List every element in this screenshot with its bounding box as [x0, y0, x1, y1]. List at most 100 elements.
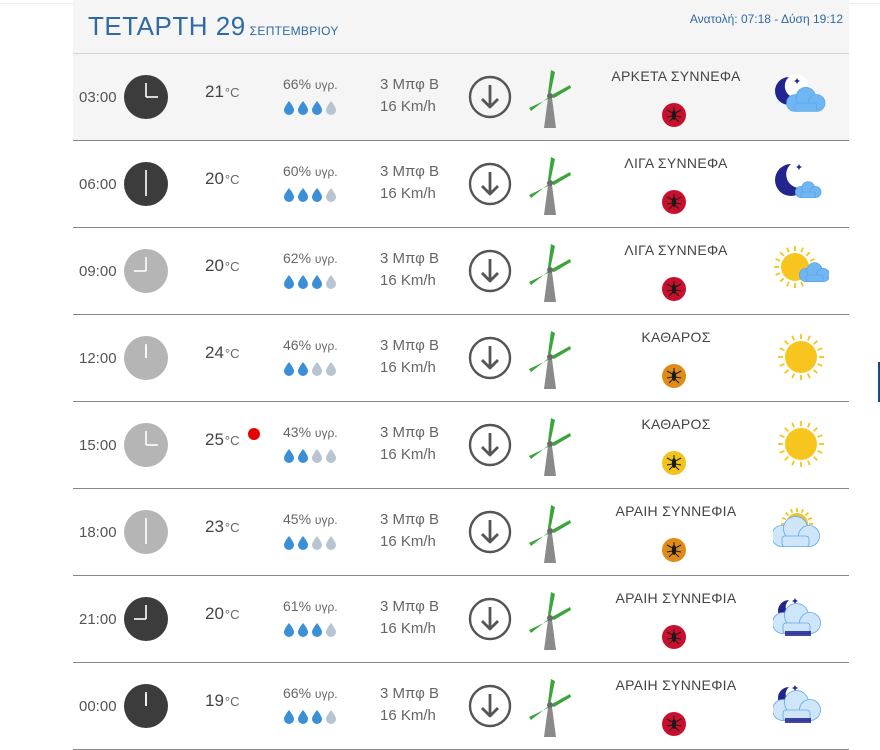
row-time: 06:00 — [79, 176, 117, 193]
row-time: 03:00 — [79, 89, 117, 106]
temperature: 19°C — [205, 691, 240, 711]
temperature-value: 19 — [205, 691, 224, 710]
row-time: 15:00 — [79, 437, 117, 454]
drop-icon — [283, 187, 295, 207]
wind-beaufort: 3 Μπφ Β — [380, 511, 440, 528]
mosquito-index-icon — [661, 276, 687, 302]
wind-beaufort: 3 Μπφ Β — [380, 163, 440, 180]
temperature-unit: °C — [224, 520, 240, 535]
wind-turbine-icon — [527, 68, 573, 130]
temperature-value: 20 — [205, 169, 224, 188]
humidity-value: 61% — [283, 598, 312, 614]
humidity: 62% υγρ. — [283, 250, 338, 266]
humidity-value: 46% — [283, 337, 312, 353]
sun-few-clouds-icon — [773, 245, 831, 295]
night-scattered-clouds-icon — [772, 593, 829, 643]
drop-icon — [325, 448, 337, 468]
humidity: 60% υγρ. — [283, 163, 338, 179]
mosquito-index-icon — [661, 450, 687, 476]
wind-speed: 16 Km/h — [380, 272, 436, 289]
temperature-unit: °C — [224, 172, 240, 187]
drop-icon — [325, 187, 337, 207]
drop-icon — [325, 274, 337, 294]
humidity-value: 62% — [283, 250, 312, 266]
wind-beaufort: 3 Μπφ Β — [380, 337, 440, 354]
wind-info: 3 Μπφ Β 16 Km/h — [380, 335, 439, 379]
drop-icon — [311, 100, 323, 120]
wind-beaufort: 3 Μπφ Β — [380, 250, 440, 267]
condition-text: ΑΡΑΙΗ ΣΥΝΝΕΦΙΑ — [615, 677, 737, 693]
drop-icon — [283, 622, 295, 642]
clock-icon — [123, 248, 169, 294]
drop-icon — [283, 361, 295, 381]
wind-info: 3 Μπφ Β 16 Km/h — [380, 509, 439, 553]
humidity: 61% υγρ. — [283, 598, 338, 614]
temperature-unit: °C — [224, 607, 240, 622]
drop-icon — [325, 361, 337, 381]
wind-turbine-icon — [527, 503, 573, 565]
humidity-drops — [283, 709, 337, 729]
temperature-value: 23 — [205, 517, 224, 536]
temperature-unit: °C — [224, 346, 240, 361]
wind-speed: 16 Km/h — [380, 185, 436, 202]
wind-direction-arrow-icon — [467, 509, 513, 555]
humidity-label: υγρ. — [314, 78, 338, 92]
hourly-row: 06:00 20°C 60% υγρ. 3 Μπφ Β 16 Km/h ΛΙΓΑ ΣΥ… — [73, 141, 849, 228]
humidity-drops — [283, 361, 337, 381]
drop-icon — [325, 709, 337, 729]
humidity-label: υγρ. — [314, 600, 338, 614]
humidity-label: υγρ. — [314, 252, 338, 266]
row-time: 00:00 — [79, 698, 117, 715]
temperature-value: 25 — [205, 430, 224, 449]
drop-icon — [297, 187, 309, 207]
drop-icon — [283, 448, 295, 468]
temperature: 21°C — [205, 82, 240, 102]
drop-icon — [311, 709, 323, 729]
clock-icon — [123, 335, 169, 381]
mosquito-index-icon — [661, 363, 687, 389]
day-title: ΤΕΤΑΡΤΗ 29 ΣΕΠΤΕΜΒΡΙΟΥ — [88, 11, 339, 42]
drop-icon — [311, 274, 323, 294]
hourly-row: 03:00 21°C 66% υγρ. 3 Μπφ Β 16 Km/h ΑΡΚΕΤΑ … — [73, 54, 849, 141]
row-time: 21:00 — [79, 611, 117, 628]
drop-icon — [311, 448, 323, 468]
clock-icon — [123, 683, 169, 729]
wind-speed: 16 Km/h — [380, 533, 436, 550]
humidity-value: 66% — [283, 685, 312, 701]
hourly-row: 12:00 24°C 46% υγρ. 3 Μπφ Β 16 Km/h ΚΑΘΑΡΟΣ — [73, 315, 849, 402]
drop-icon — [325, 622, 337, 642]
humidity-drops — [283, 187, 337, 207]
condition-text: ΑΡΚΕΤΑ ΣΥΝΝΕΦΑ — [611, 68, 741, 84]
wind-direction-arrow-icon — [467, 422, 513, 468]
condition-text: ΛΙΓΑ ΣΥΝΝΕΦΑ — [624, 242, 728, 258]
drop-icon — [297, 274, 309, 294]
wind-beaufort: 3 Μπφ Β — [380, 598, 440, 615]
humidity-drops — [283, 100, 337, 120]
hourly-row: 15:00 25°C 43% υγρ. 3 Μπφ Β 16 Km/h ΚΑΘΑΡΟΣ — [73, 402, 849, 489]
sun-icon — [773, 332, 829, 382]
scroll-indicator — [878, 362, 880, 402]
temperature-unit: °C — [224, 433, 240, 448]
wind-direction-arrow-icon — [467, 596, 513, 642]
wind-direction-arrow-icon — [467, 248, 513, 294]
mosquito-index-icon — [661, 102, 687, 128]
temperature: 20°C — [205, 169, 240, 189]
humidity-value: 43% — [283, 424, 312, 440]
humidity: 66% υγρ. — [283, 685, 338, 701]
humidity: 43% υγρ. — [283, 424, 338, 440]
night-few-clouds-icon — [773, 158, 829, 208]
hourly-row: 18:00 23°C 45% υγρ. 3 Μπφ Β 16 Km/h ΑΡΑΙΗ Σ… — [73, 489, 849, 576]
drop-icon — [311, 187, 323, 207]
wind-info: 3 Μπφ Β 16 Km/h — [380, 248, 439, 292]
temperature-unit: °C — [224, 85, 240, 100]
wind-turbine-icon — [527, 155, 573, 217]
drop-icon — [283, 274, 295, 294]
humidity-value: 66% — [283, 76, 312, 92]
sun-scattered-clouds-icon — [771, 506, 829, 556]
day-label: ΤΕΤΑΡΤΗ 29 — [88, 11, 246, 41]
row-time: 12:00 — [79, 350, 117, 367]
wind-speed: 16 Km/h — [380, 707, 436, 724]
wind-direction-arrow-icon — [467, 335, 513, 381]
temperature: 20°C — [205, 604, 240, 624]
drop-icon — [283, 100, 295, 120]
